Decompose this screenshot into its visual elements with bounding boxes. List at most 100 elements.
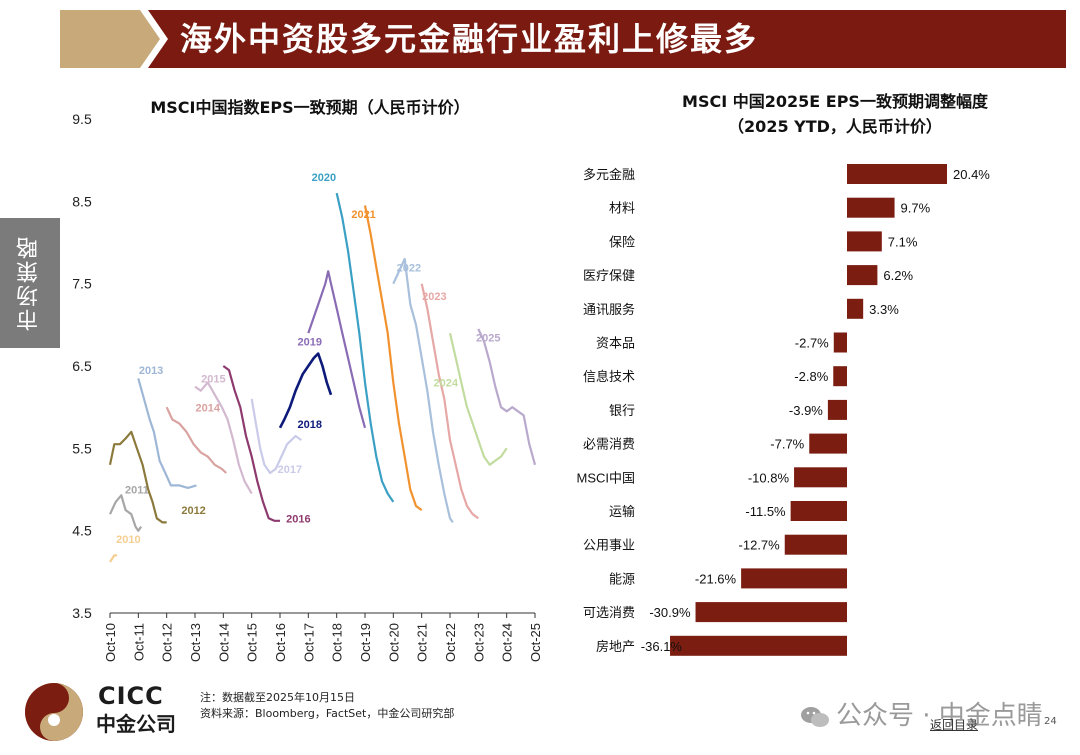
bar-多元金融 bbox=[847, 164, 947, 184]
series-line-2015 bbox=[194, 381, 253, 495]
x-tick-label: Oct-24 bbox=[500, 623, 515, 662]
bar-能源 bbox=[741, 568, 847, 589]
series-line-2020 bbox=[335, 192, 395, 503]
bar-必需消费 bbox=[809, 433, 847, 454]
series-label-2019: 2019 bbox=[298, 336, 322, 348]
page-number: 24 bbox=[1044, 716, 1057, 727]
category-label: 银行 bbox=[609, 403, 635, 418]
bar-运输 bbox=[790, 501, 847, 521]
eps-line-chart: 9.5 8.5 7.5 6.5 5.5 4.5 3.5 Oct-10 Oct-11 Oct-12 O… bbox=[72, 111, 543, 662]
x-tick-label: Oct-17 bbox=[301, 623, 316, 662]
category-label: 运输 bbox=[609, 504, 635, 519]
series-line-2018 bbox=[278, 352, 333, 429]
value-label: -10.8% bbox=[748, 470, 790, 485]
category-label: 必需消费 bbox=[583, 437, 635, 452]
series-label-2020: 2020 bbox=[312, 172, 336, 184]
cicc-logo-icon bbox=[25, 683, 83, 741]
value-label: 7.1% bbox=[888, 234, 918, 249]
value-label: -11.5% bbox=[745, 504, 786, 519]
bar-公用事业 bbox=[784, 534, 847, 555]
x-tick-label: Oct-20 bbox=[386, 623, 401, 662]
value-label: -2.7% bbox=[795, 336, 829, 351]
x-tick-label: Oct-16 bbox=[273, 623, 288, 662]
series-line-2025 bbox=[477, 328, 537, 466]
watermark-text: 公众号 · 中金点睛 bbox=[836, 701, 1043, 731]
x-tick-label: Oct-11 bbox=[131, 623, 146, 661]
series-label-2011: 2011 bbox=[125, 485, 149, 497]
x-tick-label: Oct-12 bbox=[160, 623, 175, 662]
value-label: 3.3% bbox=[869, 302, 899, 317]
wechat-icon bbox=[800, 705, 830, 729]
page-title: 海外中资股多元金融行业盈利上修最多 bbox=[180, 20, 759, 58]
footer-note-line-2: 资料来源：Bloomberg，FactSet，中金公司研究部 bbox=[200, 707, 455, 720]
y-tick-label: 6.5 bbox=[72, 358, 92, 374]
series-label-2014: 2014 bbox=[196, 402, 221, 414]
series-line-2022 bbox=[392, 257, 454, 524]
series-line-2017 bbox=[250, 398, 302, 475]
series-line-2021 bbox=[363, 205, 423, 511]
x-tick-label: Oct-14 bbox=[216, 623, 231, 662]
bar-MSCI中国 bbox=[794, 467, 847, 488]
footer-note: 注：数据截至2025年10月15日 资料来源：Bloomberg，FactSet… bbox=[200, 690, 454, 722]
series-label-2013: 2013 bbox=[139, 365, 163, 377]
y-tick-label: 4.5 bbox=[72, 523, 92, 539]
series-label-2010: 2010 bbox=[116, 534, 140, 546]
x-tick-label: Oct-10 bbox=[103, 623, 118, 662]
category-label: 房地产 bbox=[596, 639, 635, 654]
x-tick-label: Oct-15 bbox=[245, 623, 260, 662]
y-tick-label: 7.5 bbox=[72, 276, 92, 292]
series-label-2021: 2021 bbox=[351, 209, 375, 221]
logo-text-en: CICC bbox=[98, 682, 164, 710]
value-label: -2.8% bbox=[794, 369, 828, 384]
category-label: 可选消费 bbox=[583, 605, 635, 620]
series-line-2016 bbox=[222, 365, 280, 522]
y-tick-label: 9.5 bbox=[72, 111, 92, 127]
footer-note-line-1: 注：数据截至2025年10月15日 bbox=[200, 691, 355, 704]
x-tick-label: Oct-23 bbox=[471, 623, 486, 662]
series-line-2014 bbox=[165, 406, 227, 474]
x-tick-label: Oct-21 bbox=[415, 623, 430, 662]
eps-revision-bar-chart: 多元金融 20.4% 材料 9.7% 保险 7.1% 医疗保健 6.2% 通讯服务 3.3% 资本品… bbox=[576, 164, 990, 656]
category-label: 能源 bbox=[609, 571, 635, 586]
bar-可选消费 bbox=[695, 602, 847, 623]
x-tick-label: Oct-13 bbox=[188, 623, 203, 662]
series-line-2010 bbox=[109, 554, 118, 563]
side-tab-label: 市场策略 bbox=[17, 235, 42, 331]
bar-保险 bbox=[847, 231, 882, 252]
bar-资本品 bbox=[833, 332, 847, 353]
value-label: 20.4% bbox=[953, 167, 990, 182]
series-line-2019 bbox=[307, 270, 367, 429]
value-label: -36.1% bbox=[641, 639, 683, 654]
bar-银行 bbox=[827, 399, 847, 420]
category-label: 多元金融 bbox=[583, 167, 635, 182]
category-label: 通讯服务 bbox=[583, 302, 635, 317]
series-label-2025: 2025 bbox=[476, 332, 500, 344]
series-line-2024 bbox=[448, 332, 508, 466]
y-tick-label: 5.5 bbox=[72, 440, 92, 456]
value-label: -12.7% bbox=[739, 538, 781, 553]
category-label: 信息技术 bbox=[583, 369, 635, 384]
series-label-2024: 2024 bbox=[434, 378, 459, 390]
x-tick-label: Oct-18 bbox=[330, 623, 345, 662]
series-line-2012 bbox=[108, 430, 167, 524]
series-label-2015: 2015 bbox=[201, 373, 225, 385]
x-tick-label: Oct-22 bbox=[443, 623, 458, 662]
category-label: 材料 bbox=[609, 201, 635, 216]
bar-材料 bbox=[847, 197, 895, 218]
series-label-2017: 2017 bbox=[278, 464, 302, 476]
bar-房地产 bbox=[670, 635, 847, 656]
bar-chart-title: MSCI 中国2025E EPS一致预期调整幅度 bbox=[682, 92, 988, 111]
back-to-contents-link[interactable]: 返回目录 bbox=[930, 718, 979, 732]
value-label: 6.2% bbox=[883, 268, 913, 283]
category-label: 医疗保健 bbox=[583, 268, 635, 283]
series-label-2018: 2018 bbox=[298, 419, 322, 431]
x-tick-label: Oct-19 bbox=[358, 623, 373, 662]
watermark: 公众号 · 中金点睛 bbox=[800, 695, 1043, 732]
category-label: MSCI中国 bbox=[576, 470, 635, 485]
value-label: -3.9% bbox=[789, 403, 823, 418]
bar-医疗保健 bbox=[847, 265, 878, 286]
line-chart-title: MSCI中国指数EPS一致预期（人民币计价） bbox=[150, 98, 470, 117]
y-tick-label: 3.5 bbox=[72, 605, 92, 621]
series-line-2013 bbox=[137, 378, 197, 489]
bar-通讯服务 bbox=[847, 298, 864, 319]
